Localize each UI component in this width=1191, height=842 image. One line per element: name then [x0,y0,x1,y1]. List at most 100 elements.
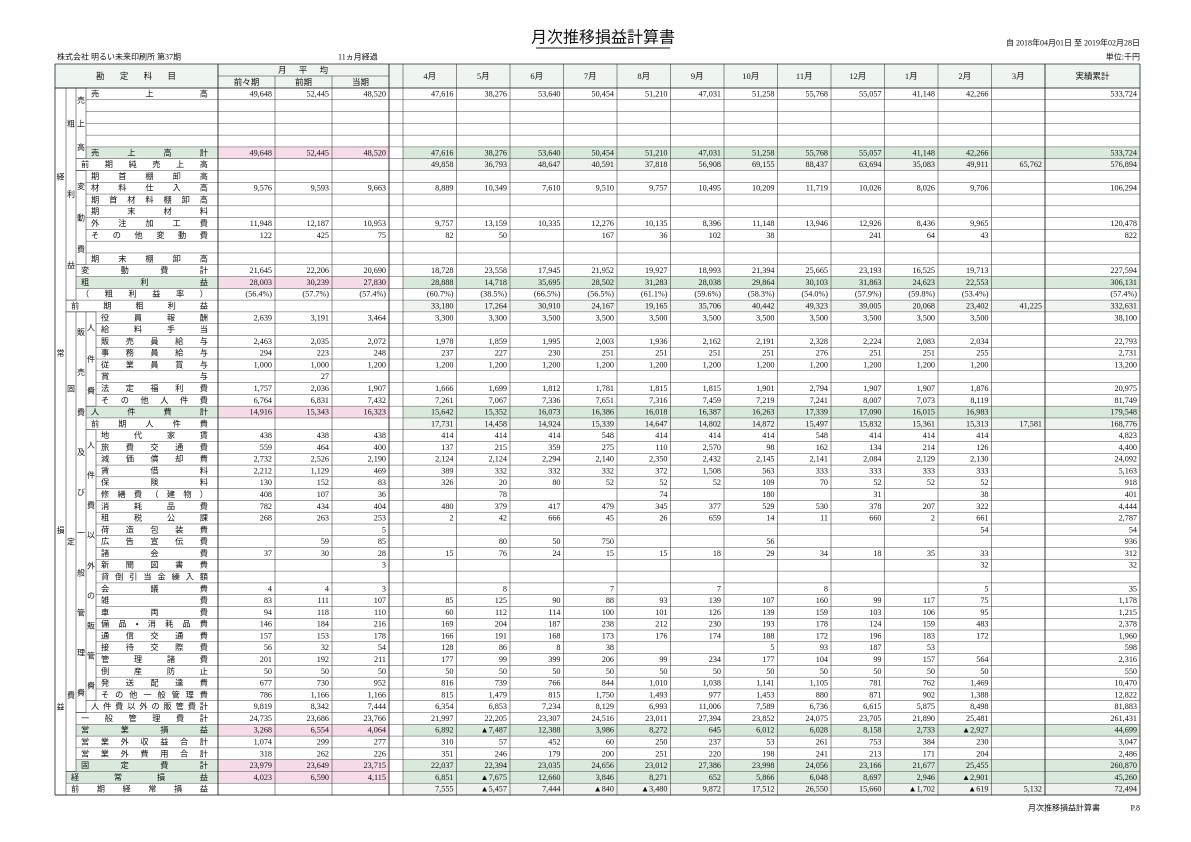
cell-value: 377 [709,502,721,511]
cell-value: 3,191 [311,313,329,322]
shade-months [403,146,1140,159]
row-label: 前期経常損益 [71,784,208,794]
cell-value: 8,889 [435,184,453,193]
cell-value: 85 [445,596,453,605]
unit: 単位:千円 [1106,52,1140,62]
cell-value: 6,993 [649,702,667,711]
cell-value: 19,165 [645,301,668,310]
cell-value: 16,386 [591,408,614,417]
cell-value: 23,012 [645,761,668,770]
cell-value: 23,402 [966,301,989,310]
cell-value: 30 [321,549,329,558]
cell-value: 37,818 [645,160,668,169]
cell-value: 206 [602,655,614,664]
cell-value: 7 [717,584,721,593]
cell-value: 201 [260,655,272,664]
cell-value: 60 [606,737,614,746]
cell-value: 234 [709,655,721,664]
cell-value: 177 [762,655,774,664]
cell-value: 32 [321,643,329,652]
cell-value: 118 [317,608,329,617]
cell-value: 3,300 [489,313,507,322]
cell-value: 2,190 [368,455,386,464]
cell-value: 1,479 [489,690,507,699]
cell-value: 110 [656,443,668,452]
shade-avg [218,759,389,772]
cell-value: 85 [378,537,386,546]
cell-value: 400 [374,443,386,452]
cell-value: 7,651 [596,396,614,405]
row-label: 接待交際費 [101,642,208,652]
cell-value: 7,444 [542,785,560,794]
cell-value: ▲2,901 [962,773,989,782]
cell-value: 49,648 [249,148,272,157]
cell-value: 2,124 [435,455,453,464]
cell-value: 211 [374,655,386,664]
cell-value: 4,444 [1119,502,1137,511]
column-header: 8月 [637,71,650,81]
cell-value: 22,394 [484,761,507,770]
cell-value: 6,028 [810,726,828,735]
cell-value: 275 [602,443,614,452]
cell-value: 124 [869,620,881,629]
cell-value: 16,525 [912,266,935,275]
cell-value: 32 [1129,561,1137,570]
cell-value: 207 [923,502,935,511]
cell-value: 2,036 [311,384,329,393]
cell-value: 17,945 [538,266,561,275]
cell-value: 21,677 [912,761,935,770]
cell-value: 1,074 [254,737,272,746]
row-label: 役員報酬 [101,313,208,322]
cell-value: 214 [923,443,935,452]
cell-value: 50 [659,667,667,676]
cell-value: 53,640 [538,89,561,98]
cell-value: 114 [549,608,561,617]
cell-value: 1,166 [368,690,386,699]
cell-value: 63,694 [859,160,882,169]
shade-months [403,771,1140,784]
row-label: 消耗品費 [101,501,208,511]
cell-value: 1,000 [311,360,329,369]
cell-value: 53 [927,643,935,652]
cell-value: ▲840 [594,785,614,794]
cell-value: 9,757 [649,184,667,193]
cell-value: 3,300 [435,313,453,322]
cell-value: 1,750 [596,690,614,699]
cell-value: 2 [931,514,935,523]
cell-value: 26 [659,514,667,523]
cell-value: (60.7%) [427,290,454,299]
cell-value: 902 [923,690,935,699]
cell-value: 212 [655,620,667,629]
cell-value: 332,631 [1110,301,1137,310]
cell-value: 35,695 [538,278,561,287]
cell-value: 12,276 [591,219,614,228]
cell-value: 52 [606,478,614,487]
cell-value: 6,554 [311,726,329,735]
cell-value: 781 [869,679,881,688]
cell-value: 52,445 [306,148,329,157]
cell-value: 414 [441,431,453,440]
cell-value: 28,502 [591,278,614,287]
cell-value: 213 [869,749,881,758]
cell-value: 38,276 [484,148,507,157]
cell-value: 48,520 [363,148,386,157]
cell-value: 5 [984,584,988,593]
cell-value: 22,793 [1114,337,1137,346]
cell-value: 7,219 [756,396,774,405]
cell-value: 20 [499,478,507,487]
cell-value: 11,719 [806,184,828,193]
cell-value: 198 [762,749,774,758]
cell-value: 10,495 [698,184,721,193]
cell-value: 9,706 [970,184,988,193]
cell-value: 1,200 [810,360,828,369]
cell-value: 5 [770,643,774,652]
cell-value: 1,388 [970,690,988,699]
cell-value: 4,400 [1119,443,1137,452]
cell-value: 152 [317,478,329,487]
cell-value: ▲619 [968,785,988,794]
cell-value: 7,336 [542,396,560,405]
cell-value: 2,378 [1119,620,1137,629]
cell-value: 1,200 [596,360,614,369]
cell-value: 52 [927,478,935,487]
cell-value: 7,589 [756,702,774,711]
